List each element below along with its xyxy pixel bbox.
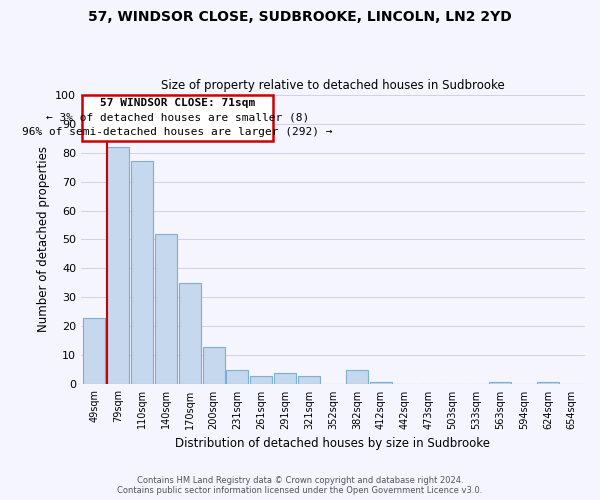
Text: 57, WINDSOR CLOSE, SUDBROOKE, LINCOLN, LN2 2YD: 57, WINDSOR CLOSE, SUDBROOKE, LINCOLN, L…: [88, 10, 512, 24]
Bar: [226, 370, 248, 384]
Bar: [83, 318, 105, 384]
Bar: [274, 373, 296, 384]
Bar: [131, 161, 153, 384]
Bar: [155, 234, 177, 384]
Bar: [179, 283, 200, 384]
Text: ← 3% of detached houses are smaller (8): ← 3% of detached houses are smaller (8): [46, 112, 310, 122]
Bar: [370, 382, 392, 384]
Text: 96% of semi-detached houses are larger (292) →: 96% of semi-detached houses are larger (…: [22, 127, 333, 137]
Bar: [250, 376, 272, 384]
Text: Contains HM Land Registry data © Crown copyright and database right 2024.
Contai: Contains HM Land Registry data © Crown c…: [118, 476, 482, 495]
Title: Size of property relative to detached houses in Sudbrooke: Size of property relative to detached ho…: [161, 79, 505, 92]
Text: 57 WINDSOR CLOSE: 71sqm: 57 WINDSOR CLOSE: 71sqm: [100, 98, 256, 108]
X-axis label: Distribution of detached houses by size in Sudbrooke: Distribution of detached houses by size …: [175, 437, 490, 450]
Bar: [107, 146, 129, 384]
Bar: [489, 382, 511, 384]
Bar: [298, 376, 320, 384]
Bar: [537, 382, 559, 384]
FancyBboxPatch shape: [82, 94, 273, 141]
Y-axis label: Number of detached properties: Number of detached properties: [37, 146, 50, 332]
Bar: [346, 370, 368, 384]
Bar: [203, 346, 224, 385]
